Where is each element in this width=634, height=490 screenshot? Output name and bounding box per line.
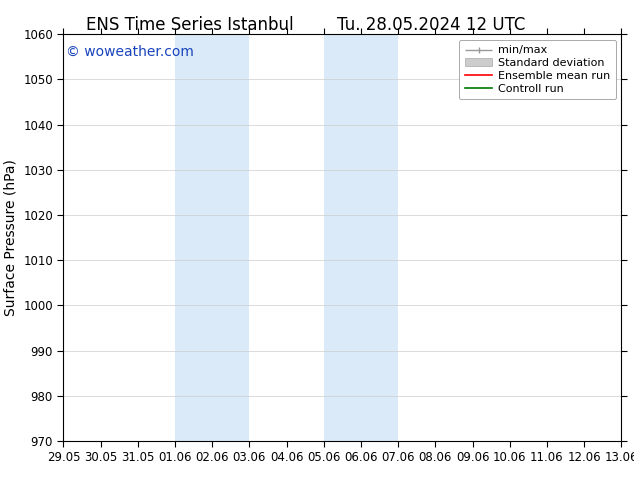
Legend: min/max, Standard deviation, Ensemble mean run, Controll run: min/max, Standard deviation, Ensemble me… xyxy=(459,40,616,99)
Bar xyxy=(175,34,249,441)
Bar xyxy=(324,34,398,441)
Text: Tu. 28.05.2024 12 UTC: Tu. 28.05.2024 12 UTC xyxy=(337,16,526,34)
Y-axis label: Surface Pressure (hPa): Surface Pressure (hPa) xyxy=(4,159,18,316)
Text: ENS Time Series Istanbul: ENS Time Series Istanbul xyxy=(86,16,294,34)
Text: © woweather.com: © woweather.com xyxy=(66,45,194,58)
